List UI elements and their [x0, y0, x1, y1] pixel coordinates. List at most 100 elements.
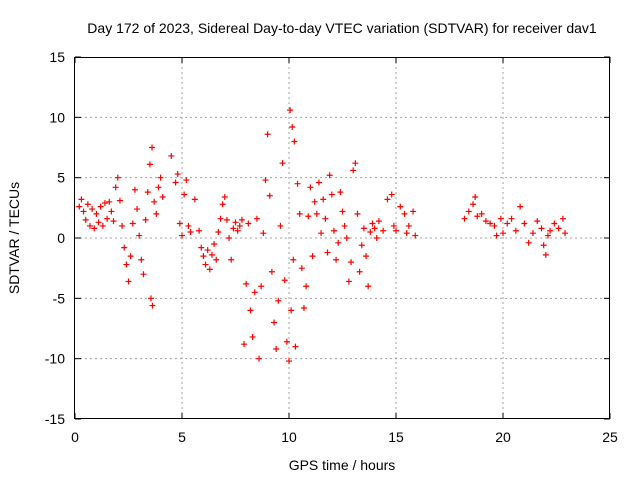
data-point	[140, 271, 147, 278]
data-point	[266, 192, 273, 199]
data-point	[504, 220, 511, 227]
data-point	[497, 215, 504, 222]
data-point	[343, 235, 350, 241]
data-point	[228, 256, 235, 263]
data-point	[326, 172, 333, 179]
data-point	[291, 138, 298, 145]
data-point	[211, 241, 218, 248]
grid-layer	[75, 57, 610, 419]
data-point	[230, 225, 237, 232]
data-point	[243, 280, 250, 287]
data-point	[393, 227, 399, 234]
data-point	[208, 251, 215, 258]
data-point	[324, 249, 331, 256]
data-point	[470, 201, 477, 208]
data-point	[305, 213, 312, 220]
data-point	[356, 268, 363, 275]
data-point	[151, 198, 158, 205]
data-point	[78, 196, 85, 203]
data-point	[136, 232, 143, 239]
data-point	[198, 244, 205, 251]
data-point	[200, 253, 207, 260]
data-point	[213, 256, 220, 263]
x-tick-label: 0	[71, 429, 79, 445]
data-point	[491, 222, 498, 229]
data-point	[412, 232, 419, 239]
data-point	[298, 265, 305, 272]
chart-title: Day 172 of 2023, Sidereal Day-to-day VTE…	[87, 20, 597, 36]
data-point	[93, 210, 100, 217]
data-point	[286, 358, 292, 365]
data-point	[296, 210, 303, 217]
data-point	[251, 289, 258, 296]
data-point	[281, 277, 288, 284]
data-point	[273, 346, 280, 353]
x-tick-label: 10	[281, 429, 297, 445]
y-tick-label: -10	[45, 351, 65, 367]
data-point	[309, 253, 316, 260]
data-point	[256, 355, 263, 362]
data-point	[277, 222, 284, 229]
plot-frame	[74, 57, 610, 419]
data-point	[176, 220, 183, 227]
data-point	[401, 210, 408, 217]
data-point	[155, 184, 162, 191]
data-point	[311, 198, 318, 205]
data-point	[159, 193, 166, 200]
data-point	[234, 227, 241, 234]
data-point	[322, 215, 329, 222]
data-point	[119, 222, 126, 229]
data-point	[403, 230, 410, 237]
data-point	[241, 341, 248, 348]
data-point	[89, 206, 96, 213]
data-point	[121, 244, 128, 251]
data-point	[185, 222, 192, 229]
data-point	[114, 174, 121, 181]
data-point	[287, 107, 294, 114]
data-point	[525, 239, 532, 246]
data-point	[196, 227, 203, 234]
data-point	[313, 210, 320, 217]
data-point	[358, 242, 365, 249]
data-point	[91, 225, 98, 232]
data-point	[328, 191, 335, 198]
data-point	[544, 232, 551, 239]
data-point	[360, 225, 367, 232]
data-point	[82, 216, 89, 223]
data-point	[517, 203, 524, 210]
data-point	[142, 216, 149, 223]
data-point	[110, 218, 117, 225]
data-point	[283, 338, 290, 345]
x-tick-label: 25	[602, 429, 618, 445]
data-point	[300, 304, 307, 311]
data-point	[95, 219, 102, 226]
data-point	[521, 220, 528, 227]
data-point	[134, 206, 141, 213]
data-point	[99, 222, 106, 229]
x-tick-label: 5	[178, 429, 186, 445]
data-point	[303, 283, 310, 290]
data-point	[76, 203, 83, 210]
data-point	[116, 197, 123, 204]
data-point	[260, 230, 267, 237]
data-point	[348, 259, 355, 266]
data-point	[104, 215, 111, 222]
data-point	[101, 200, 108, 207]
data-point	[236, 222, 243, 229]
data-point	[500, 230, 506, 237]
data-point	[461, 215, 468, 222]
data-point	[206, 266, 213, 273]
data-point	[204, 247, 211, 254]
data-point	[125, 278, 132, 285]
data-point	[279, 160, 286, 167]
data-point	[465, 208, 472, 215]
y-tick-label: 15	[49, 49, 65, 65]
data-point	[350, 167, 357, 174]
x-axis-label: GPS time / hours	[289, 457, 396, 473]
data-point	[215, 228, 222, 235]
data-point	[147, 295, 154, 302]
data-point	[271, 319, 278, 326]
data-point	[223, 216, 230, 223]
data-point	[369, 220, 376, 227]
